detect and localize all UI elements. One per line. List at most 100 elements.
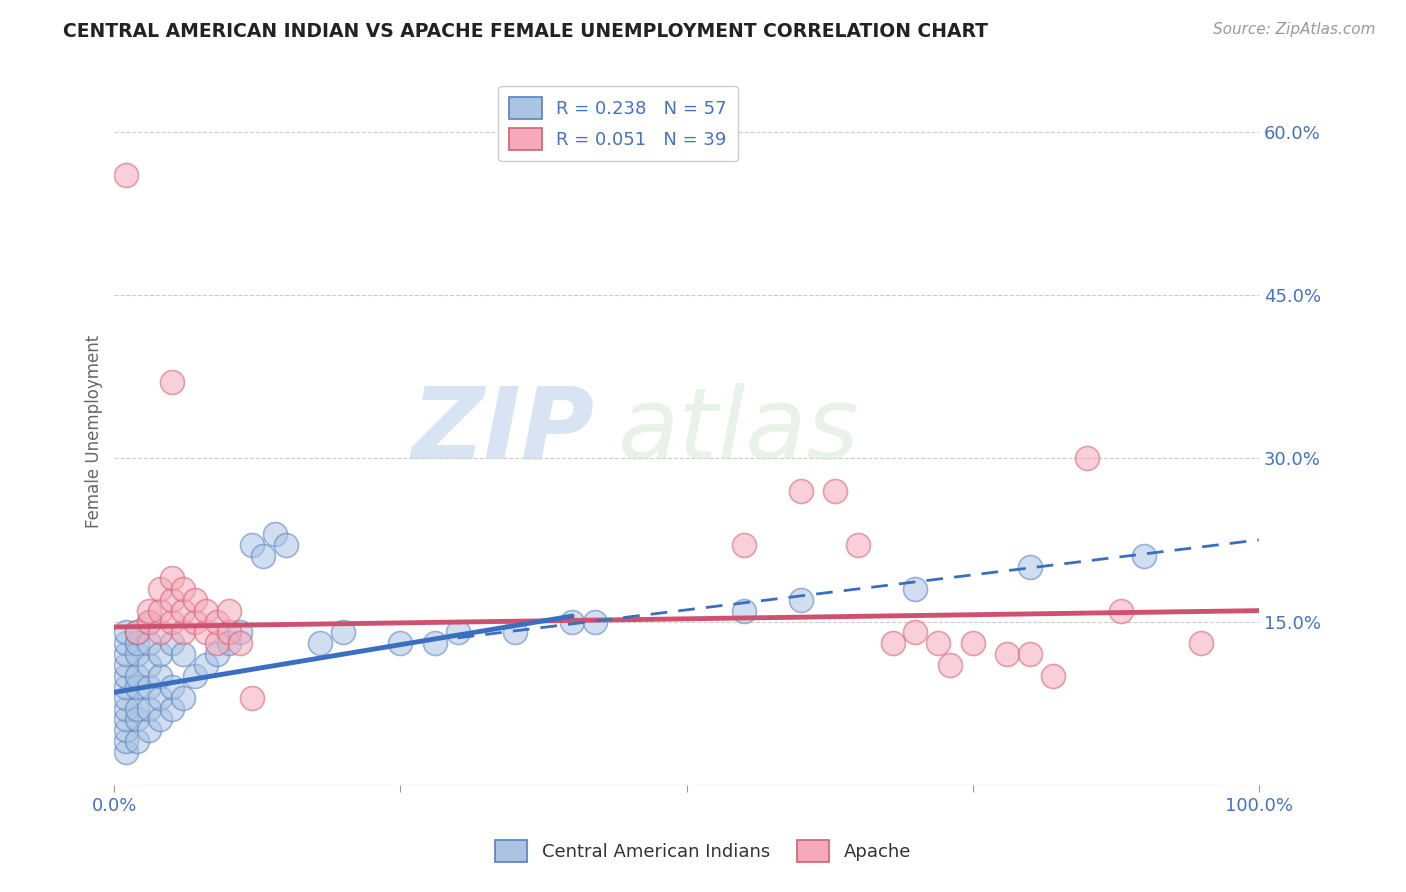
- Point: [172, 625, 194, 640]
- Point: [138, 604, 160, 618]
- Point: [927, 636, 949, 650]
- Point: [172, 690, 194, 705]
- Point: [138, 658, 160, 673]
- Point: [389, 636, 412, 650]
- Point: [309, 636, 332, 650]
- Point: [160, 680, 183, 694]
- Point: [904, 582, 927, 596]
- Point: [447, 625, 470, 640]
- Point: [160, 615, 183, 629]
- Point: [138, 723, 160, 738]
- Point: [1018, 560, 1040, 574]
- Y-axis label: Female Unemployment: Female Unemployment: [86, 334, 103, 528]
- Point: [790, 483, 813, 498]
- Point: [207, 636, 229, 650]
- Point: [149, 713, 172, 727]
- Point: [1018, 647, 1040, 661]
- Point: [149, 604, 172, 618]
- Point: [115, 690, 138, 705]
- Point: [962, 636, 984, 650]
- Point: [115, 713, 138, 727]
- Point: [790, 592, 813, 607]
- Point: [332, 625, 354, 640]
- Point: [160, 571, 183, 585]
- Point: [263, 527, 285, 541]
- Point: [115, 745, 138, 759]
- Point: [207, 615, 229, 629]
- Text: ZIP: ZIP: [412, 383, 595, 480]
- Point: [824, 483, 846, 498]
- Point: [218, 625, 240, 640]
- Point: [149, 690, 172, 705]
- Point: [207, 647, 229, 661]
- Point: [904, 625, 927, 640]
- Point: [274, 538, 297, 552]
- Point: [115, 647, 138, 661]
- Point: [160, 701, 183, 715]
- Point: [127, 734, 149, 748]
- Point: [115, 625, 138, 640]
- Point: [882, 636, 904, 650]
- Point: [561, 615, 583, 629]
- Point: [115, 680, 138, 694]
- Point: [733, 604, 755, 618]
- Point: [938, 658, 960, 673]
- Point: [127, 636, 149, 650]
- Text: atlas: atlas: [617, 383, 859, 480]
- Point: [127, 647, 149, 661]
- Point: [127, 625, 149, 640]
- Point: [138, 615, 160, 629]
- Point: [503, 625, 526, 640]
- Point: [1042, 669, 1064, 683]
- Point: [1076, 451, 1098, 466]
- Point: [194, 658, 217, 673]
- Point: [115, 636, 138, 650]
- Point: [115, 669, 138, 683]
- Point: [194, 625, 217, 640]
- Text: CENTRAL AMERICAN INDIAN VS APACHE FEMALE UNEMPLOYMENT CORRELATION CHART: CENTRAL AMERICAN INDIAN VS APACHE FEMALE…: [63, 22, 988, 41]
- Point: [138, 680, 160, 694]
- Point: [127, 625, 149, 640]
- Point: [115, 169, 138, 183]
- Point: [138, 701, 160, 715]
- Point: [183, 669, 205, 683]
- Point: [149, 582, 172, 596]
- Legend: R = 0.238   N = 57, R = 0.051   N = 39: R = 0.238 N = 57, R = 0.051 N = 39: [498, 87, 738, 161]
- Point: [229, 625, 252, 640]
- Legend: Central American Indians, Apache: Central American Indians, Apache: [488, 833, 918, 870]
- Point: [1111, 604, 1133, 618]
- Text: Source: ZipAtlas.com: Source: ZipAtlas.com: [1212, 22, 1375, 37]
- Point: [183, 592, 205, 607]
- Point: [127, 680, 149, 694]
- Point: [127, 701, 149, 715]
- Point: [183, 615, 205, 629]
- Point: [172, 647, 194, 661]
- Point: [115, 734, 138, 748]
- Point: [115, 658, 138, 673]
- Point: [138, 636, 160, 650]
- Point: [1133, 549, 1156, 564]
- Point: [846, 538, 869, 552]
- Point: [423, 636, 446, 650]
- Point: [160, 592, 183, 607]
- Point: [1191, 636, 1213, 650]
- Point: [218, 636, 240, 650]
- Point: [149, 647, 172, 661]
- Point: [172, 604, 194, 618]
- Point: [194, 604, 217, 618]
- Point: [149, 625, 172, 640]
- Point: [149, 669, 172, 683]
- Point: [583, 615, 606, 629]
- Point: [995, 647, 1018, 661]
- Point: [115, 723, 138, 738]
- Point: [229, 636, 252, 650]
- Point: [138, 615, 160, 629]
- Point: [127, 713, 149, 727]
- Point: [160, 375, 183, 389]
- Point: [240, 690, 263, 705]
- Point: [160, 636, 183, 650]
- Point: [733, 538, 755, 552]
- Point: [218, 604, 240, 618]
- Point: [115, 701, 138, 715]
- Point: [127, 669, 149, 683]
